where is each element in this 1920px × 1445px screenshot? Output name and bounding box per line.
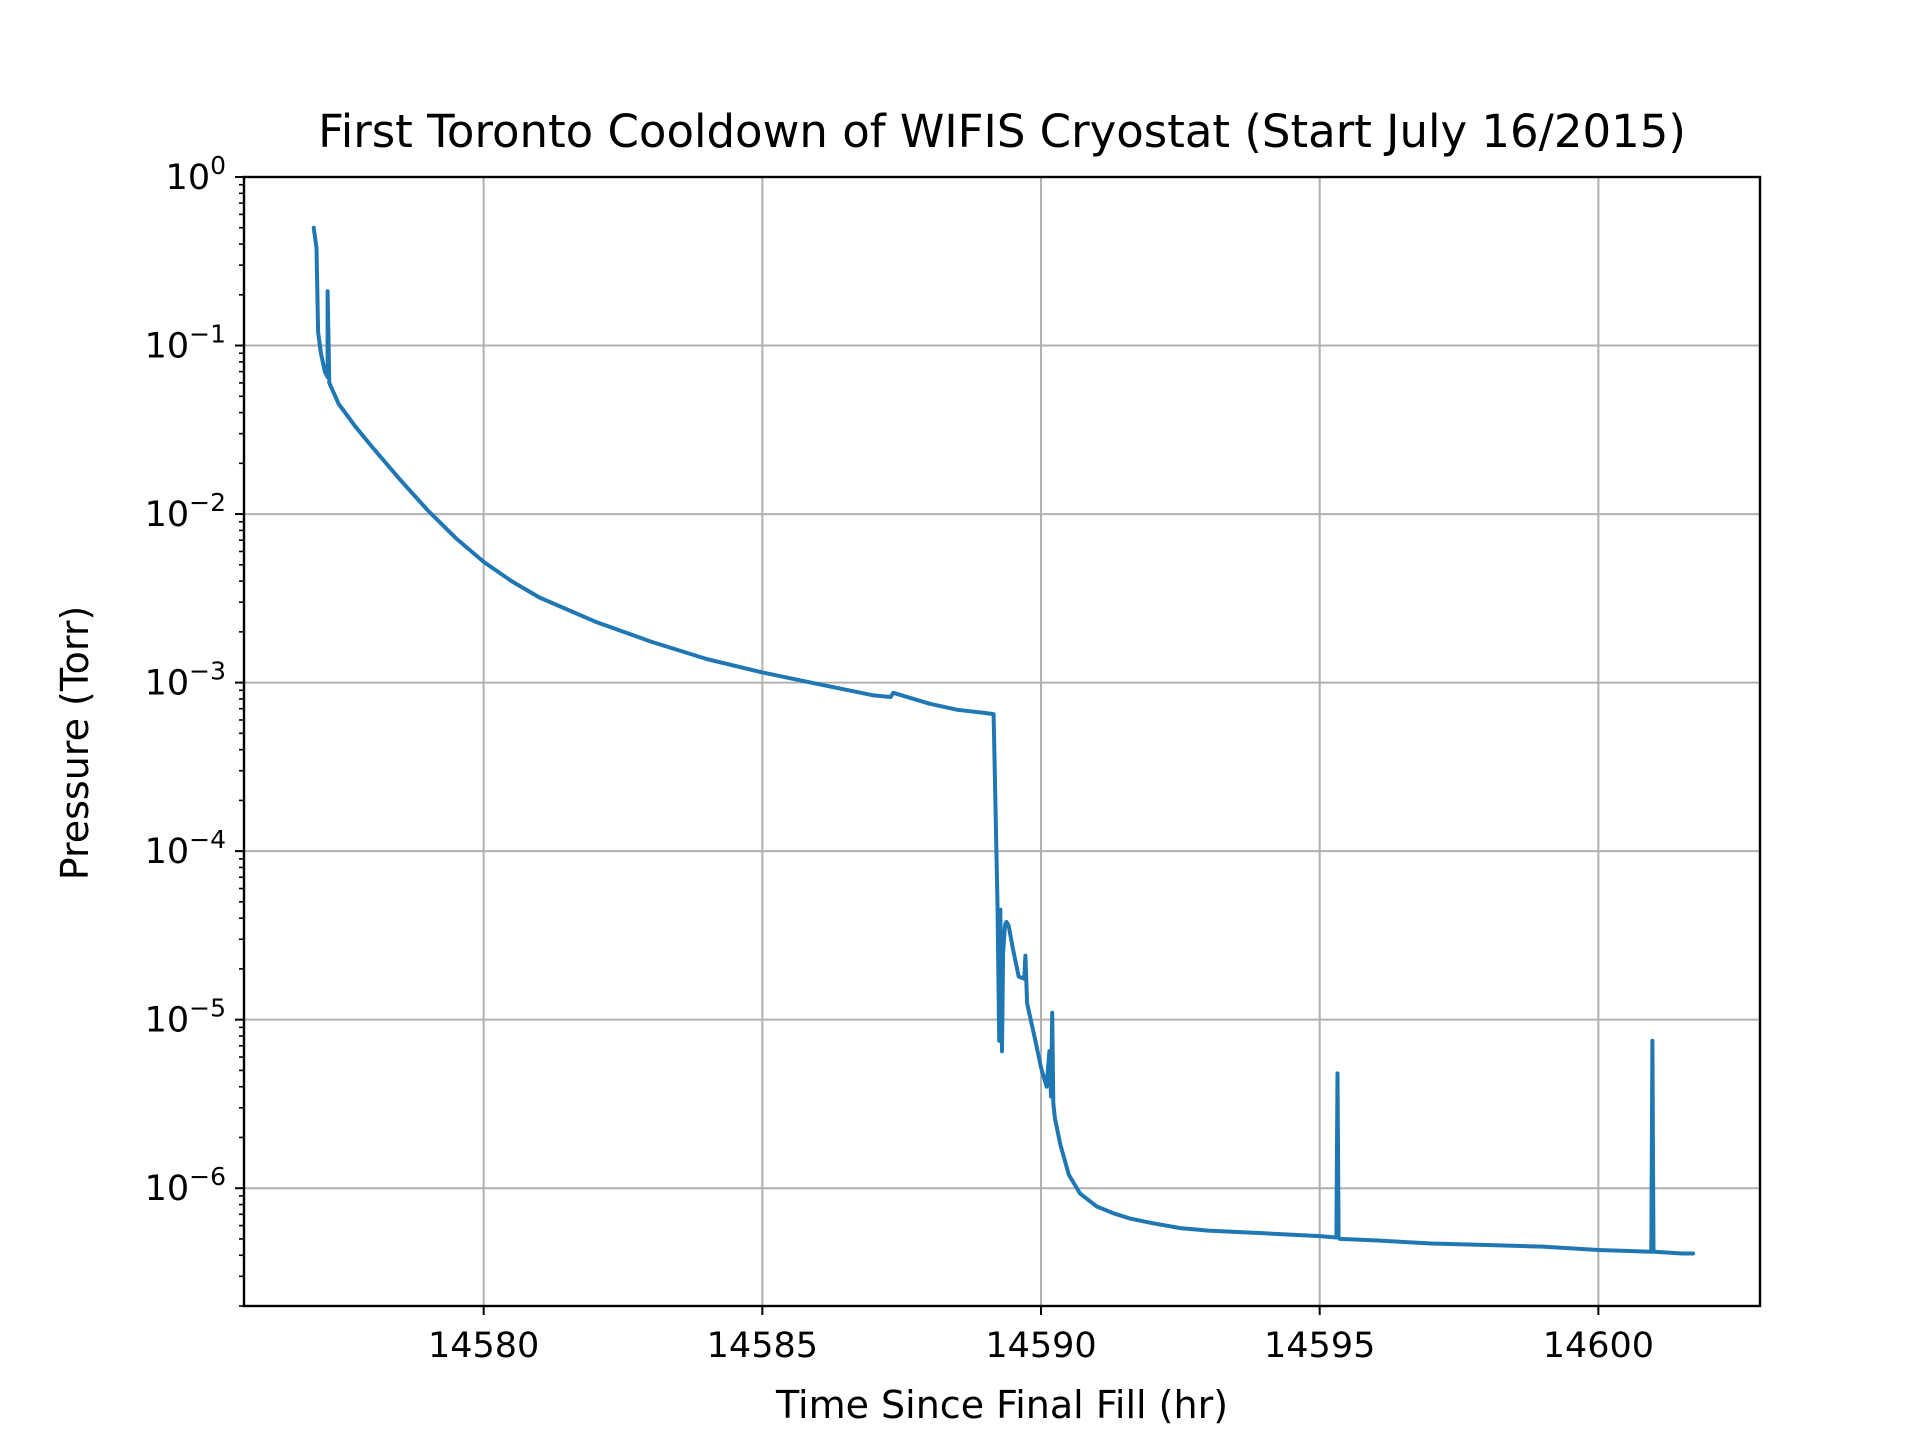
grid [244,176,1760,1306]
y-tick-label: 10−4 [145,825,226,872]
y-tick-label: 10−3 [145,657,226,704]
y-tick-label: 10−6 [145,1162,226,1209]
pressure-series-line [311,225,1696,1256]
x-tick-label: 14580 [428,1326,539,1366]
x-tick-label: 14590 [985,1326,1096,1366]
x-tick-label: 14585 [707,1326,818,1366]
plot-area [311,225,1696,1256]
ticks: 14580 14585 14590 14595 14600 100 10−1 10−2 10−3… [145,151,1654,1366]
x-axis-label: Time Since Final Fill (hr) [775,1383,1228,1427]
y-tick-label: 10−5 [145,994,226,1041]
axes-frame [242,175,1762,1308]
y-tick-label: 100 [166,151,226,198]
chart-title: First Toronto Cooldown of WIFIS Cryostat… [318,105,1686,158]
y-tick-label: 10−1 [145,320,226,367]
y-tick-label: 10−2 [145,488,226,535]
x-tick-label: 14600 [1543,1326,1654,1366]
x-tick-label: 14595 [1264,1326,1375,1366]
y-axis-label: Pressure (Torr) [53,606,97,881]
